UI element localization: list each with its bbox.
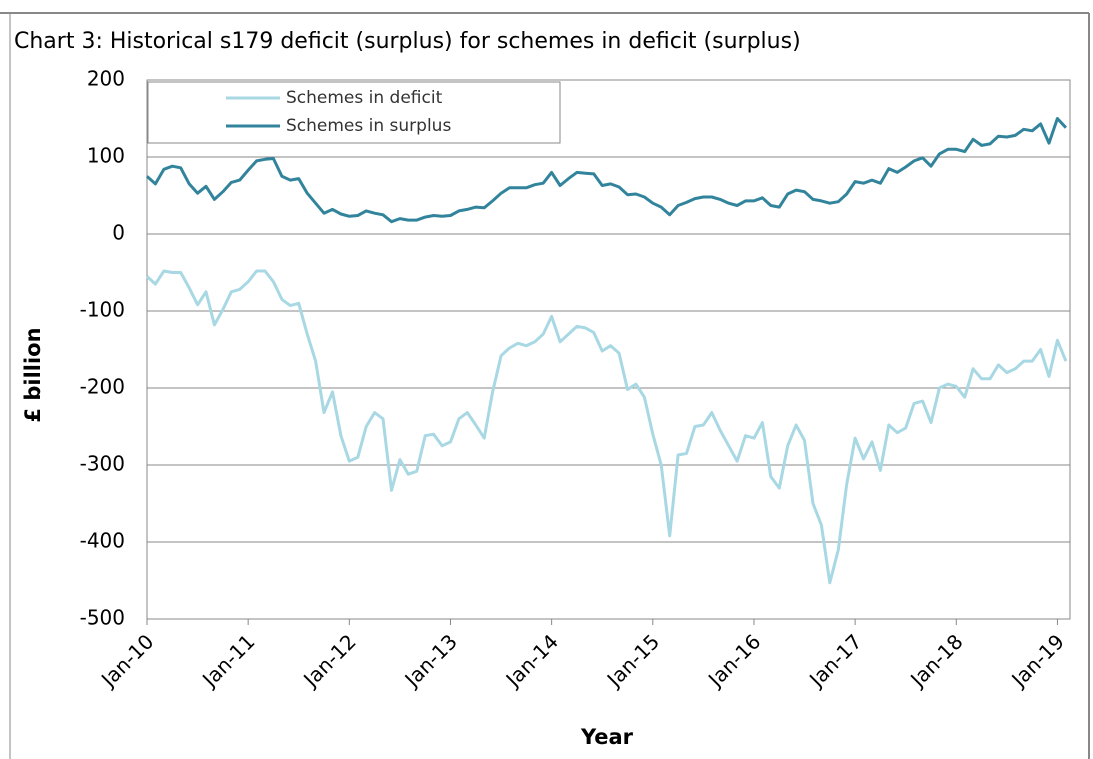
- legend-label: Schemes in deficit: [286, 88, 443, 108]
- y-tick-label: -400: [80, 529, 125, 553]
- y-tick-label: -500: [80, 606, 125, 630]
- x-axis-title: Year: [580, 725, 634, 749]
- y-tick-label: 0: [112, 221, 125, 245]
- legend-box: [147, 81, 561, 144]
- y-axis-title: £ billion: [21, 327, 45, 422]
- x-tick-label: Jan-10: [95, 629, 158, 692]
- series-line: [145, 269, 1068, 585]
- y-tick-label: -300: [80, 452, 125, 476]
- chart-title: Chart 3: Historical s179 deficit (surplu…: [14, 29, 801, 54]
- x-tick-label: Jan-17: [803, 629, 866, 692]
- x-tick-label: Jan-18: [904, 629, 967, 692]
- y-tick-label: 100: [87, 144, 125, 168]
- x-tick-label: Jan-11: [196, 629, 259, 692]
- x-tick-label: Jan-13: [399, 629, 462, 692]
- plot-area: [146, 79, 1071, 620]
- y-tick-label: -100: [80, 298, 125, 322]
- x-tick-label: Jan-19: [1006, 629, 1069, 692]
- legend-label: Schemes in surplus: [286, 116, 451, 136]
- x-tick-label: Jan-12: [297, 629, 360, 692]
- y-tick-label: -200: [80, 375, 125, 399]
- x-tick-label: Jan-14: [500, 629, 563, 692]
- x-tick-label: Jan-15: [601, 629, 664, 692]
- x-tick-label: Jan-16: [702, 629, 765, 692]
- series-line: [145, 117, 1068, 224]
- y-tick-label: 200: [87, 67, 125, 91]
